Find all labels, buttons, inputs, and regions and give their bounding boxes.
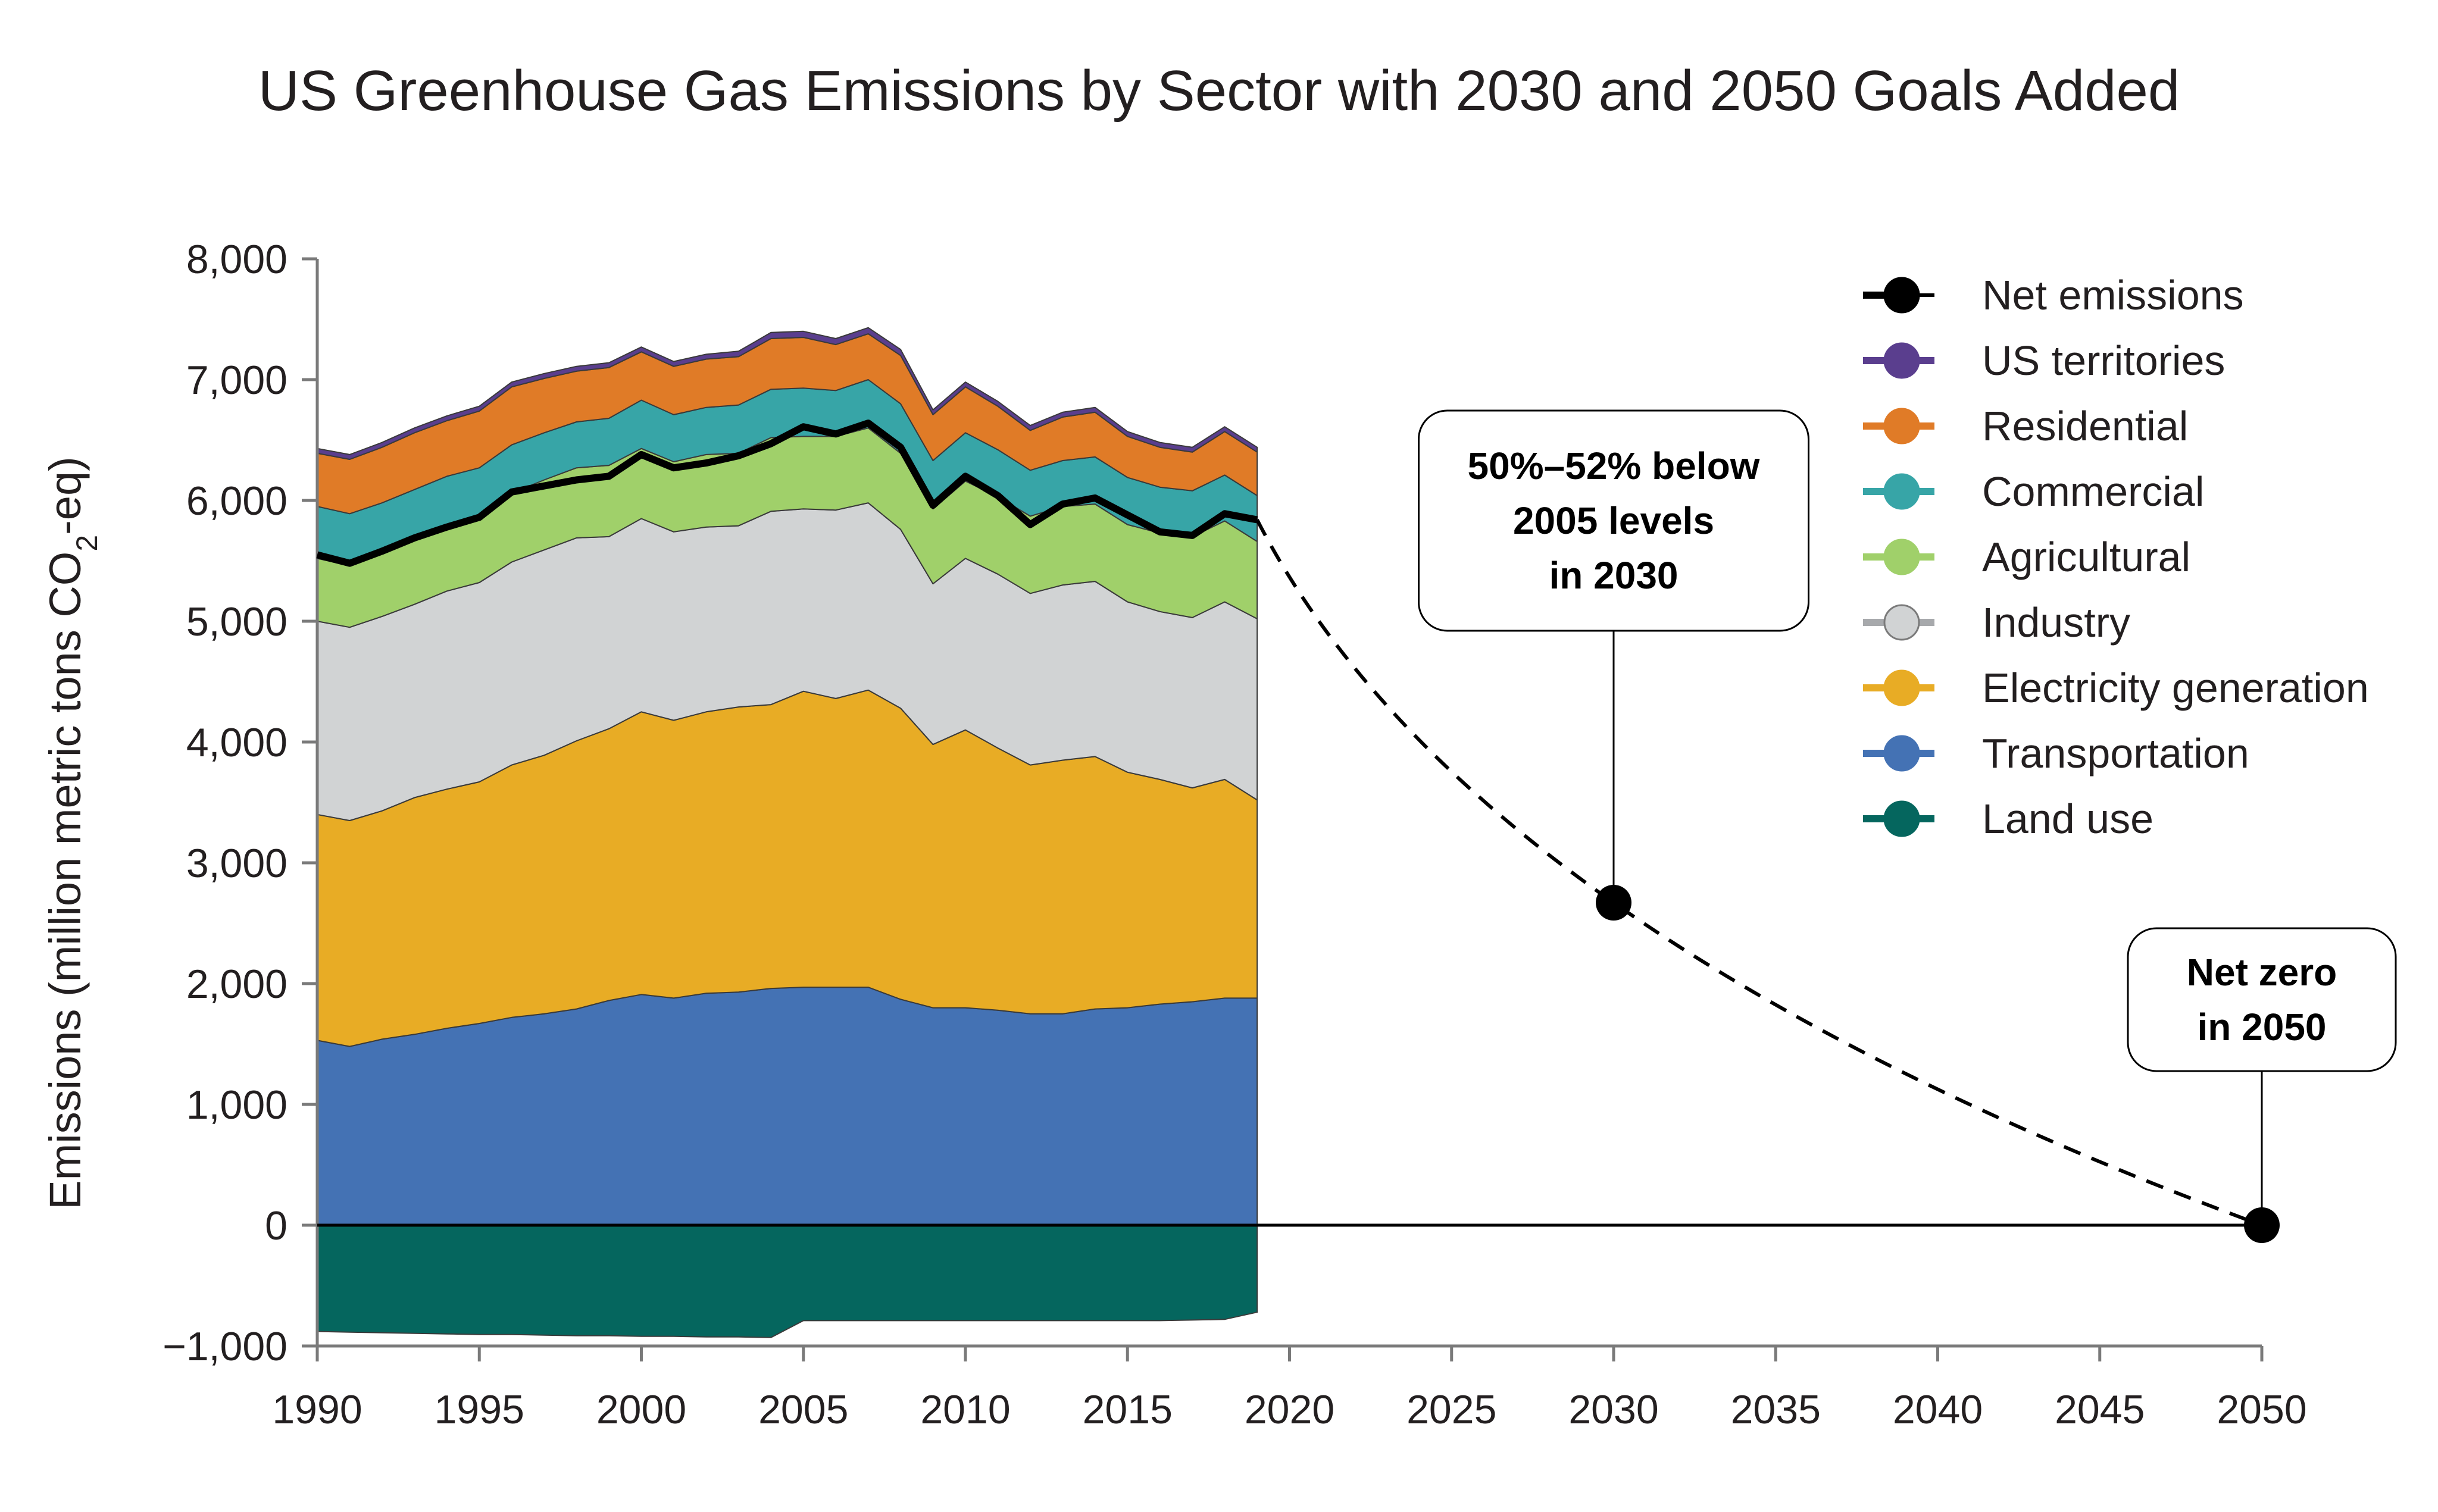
legend-item-land-use: Land use: [1863, 796, 2153, 842]
goal-marker: [1596, 884, 1631, 921]
legend-label: Land use: [1982, 796, 2153, 842]
legend-item-transportation: Transportation: [1863, 730, 2249, 777]
callout-goal-2050: Net zero in 2050: [2127, 927, 2397, 1243]
y-axis-label: Emissions (million metric tons CO2-eq): [40, 456, 104, 1210]
y-tick-label: 0: [265, 1203, 287, 1248]
callout-text-line: in 2030: [1549, 554, 1678, 597]
x-tick-label: 2040: [1893, 1387, 1983, 1432]
x-tick-label: 2030: [1568, 1387, 1658, 1432]
callout-box: [1418, 409, 1809, 632]
legend-marker: [1883, 408, 1920, 444]
callout-goal-2030: 50%–52% below 2005 levels in 2030: [1418, 409, 1809, 921]
legend-item-net-emissions: Net emissions: [1863, 272, 2244, 318]
legend-marker: [1883, 277, 1920, 314]
x-tick-label: 2000: [596, 1387, 686, 1432]
legend-marker: [1883, 669, 1920, 706]
legend-item-industry: Industry: [1863, 599, 2130, 646]
x-tick-label: 1990: [272, 1387, 362, 1432]
net-emissions-line: [316, 420, 1258, 567]
y-tick-label: 6,000: [186, 478, 287, 524]
x-tick-label: 2020: [1245, 1387, 1334, 1432]
y-tick-label: 5,000: [186, 599, 287, 644]
x-tick-label: 2045: [2055, 1387, 2145, 1432]
legend-label: US territories: [1982, 337, 2225, 384]
x-tick-label: 2005: [758, 1387, 848, 1432]
callout-text-line: Net zero: [2187, 951, 2337, 994]
x-tick-label: 2015: [1083, 1387, 1173, 1432]
chart-title: US Greenhouse Gas Emissions by Sector wi…: [258, 59, 2180, 123]
y-tick-label: 7,000: [186, 358, 287, 403]
y-axis-label-end: -eq): [40, 456, 90, 535]
y-tick-label: 2,000: [186, 962, 287, 1007]
area-us-territories: [317, 327, 1258, 460]
legend-marker: [1883, 735, 1920, 772]
y-tick-label: 3,000: [186, 841, 287, 886]
legend-label: Electricity generation: [1982, 665, 2369, 711]
net-emissions-layer: [316, 420, 2263, 1227]
callout-text-line: in 2050: [2197, 1006, 2326, 1048]
legend-marker: [1883, 539, 1920, 575]
y-tick-label: 4,000: [186, 720, 287, 765]
area-layers: [317, 327, 1258, 1338]
legend-item-residential: Residential: [1863, 403, 2188, 449]
x-tick-label: 1995: [435, 1387, 524, 1432]
goal-marker: [2244, 1207, 2280, 1243]
legend-item-us-territories: US territories: [1863, 337, 2225, 384]
y-tick-label: 1,000: [186, 1082, 287, 1128]
legend-label: Transportation: [1982, 730, 2249, 777]
legend-item-commercial: Commercial: [1863, 468, 2204, 515]
legend-marker: [1883, 800, 1920, 837]
legend-label: Net emissions: [1982, 272, 2244, 318]
y-tick-label: 8,000: [186, 237, 287, 282]
legend-label: Residential: [1982, 403, 2188, 449]
legend-label: Industry: [1982, 599, 2130, 646]
x-tick-label: 2050: [2217, 1387, 2306, 1432]
legend-marker: [1883, 604, 1920, 641]
legend: Net emissions US territories Residential Co…: [1863, 272, 2369, 842]
callout-text-line: 2005 levels: [1513, 499, 1714, 542]
x-tick-label: 2035: [1731, 1387, 1821, 1432]
legend-label: Commercial: [1982, 468, 2204, 515]
x-tick-label: 2010: [920, 1387, 1010, 1432]
x-tick-label: 2025: [1406, 1387, 1496, 1432]
legend-marker: [1883, 473, 1920, 510]
callouts: 50%–52% below 2005 levels in 2030 Net zero i…: [1418, 409, 2397, 1243]
legend-item-electricity-generation: Electricity generation: [1863, 665, 2369, 711]
area-land-use: [317, 1225, 1258, 1338]
y-axis-label-subscript: 2: [70, 535, 104, 552]
callout-box: [2127, 927, 2397, 1072]
legend-label: Agricultural: [1982, 534, 2190, 580]
y-tick-label: −1,000: [162, 1324, 287, 1369]
callout-text-line: 50%–52% below: [1468, 444, 1760, 487]
axes: −1,000 0 1,000 2,000 3,000 4,000 5,000 6,000 7,0…: [162, 237, 2307, 1432]
legend-marker: [1883, 342, 1920, 379]
legend-item-agricultural: Agricultural: [1863, 534, 2190, 580]
y-axis-label-main: Emissions (million metric tons CO: [40, 552, 90, 1210]
